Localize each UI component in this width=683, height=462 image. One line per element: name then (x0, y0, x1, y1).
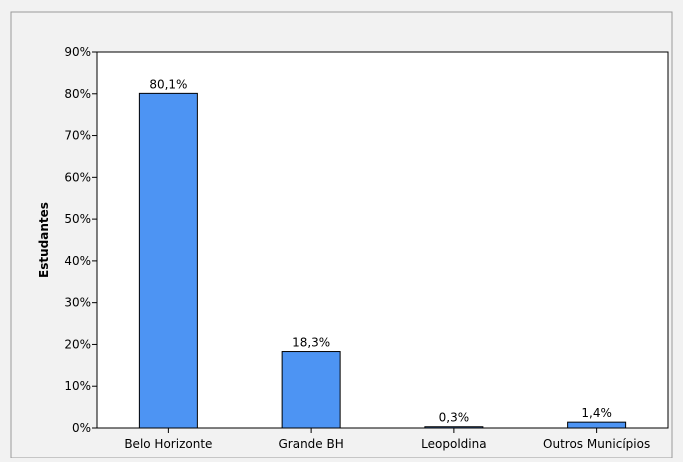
bar (567, 421, 627, 429)
bar (281, 351, 341, 429)
x-tick-label: Leopoldina (421, 437, 486, 451)
y-tick-label: 20% (64, 337, 91, 351)
x-tick-label: Grande BH (278, 437, 343, 451)
x-axis: Belo Horizonte Grande BH Leopoldina Outros … (124, 428, 650, 451)
y-axis: 0% 10% 20% 30% 40% 50% 60% 70% 80% 90% (64, 45, 97, 435)
x-tick-label: Belo Horizonte (124, 437, 212, 451)
y-tick-label: 40% (64, 254, 91, 268)
y-tick-label: 60% (64, 170, 91, 184)
y-axis-label: Estudantes (37, 202, 51, 278)
y-tick-label: 30% (64, 296, 91, 310)
y-tick-label: 50% (64, 212, 91, 226)
bar-value-label: 80,1% (149, 77, 187, 91)
y-tick-label: 0% (72, 421, 91, 435)
bar (138, 92, 198, 429)
y-tick-label: 80% (64, 87, 91, 101)
bar (424, 426, 484, 429)
bar-value-label: 18,3% (292, 336, 330, 350)
y-tick-label: 90% (64, 45, 91, 59)
bar-value-label: 1,4% (581, 406, 612, 420)
y-tick-label: 10% (64, 379, 91, 393)
x-tick-label: Outros Municípios (543, 437, 650, 451)
y-tick-label: 70% (64, 129, 91, 143)
bar-value-label: 0,3% (439, 411, 470, 425)
bars-group: 80,1% 18,3% 0,3% 1,4% (138, 77, 627, 429)
